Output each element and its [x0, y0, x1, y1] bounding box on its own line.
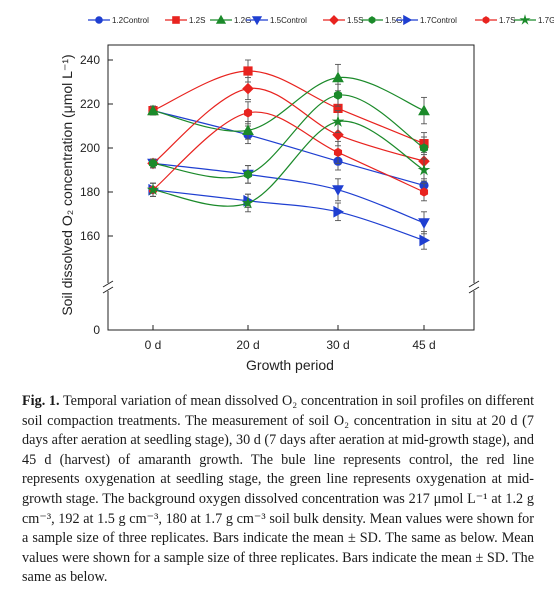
- y-tick-label: 200: [80, 141, 100, 155]
- legend-item-1.2S: 1.2S: [165, 16, 205, 25]
- marker: [418, 218, 430, 229]
- marker: [403, 14, 413, 26]
- y-axis-break-left: [102, 280, 114, 294]
- chart: 1.2Control 1.2S 1.2G 1.5Control 1.5S 1.5G 1.7C…: [59, 14, 554, 373]
- marker: [419, 187, 429, 197]
- x-tick-label: 0 d: [145, 338, 162, 352]
- caption-text: Temporal variation of mean dissolved O₂ …: [22, 393, 535, 586]
- marker: [419, 234, 431, 247]
- axis-break-gap: [468, 283, 480, 291]
- y-tick-label: 180: [80, 185, 100, 199]
- caption-label: Fig. 1.: [22, 393, 60, 409]
- series-1.5G: [148, 83, 429, 184]
- legend-item-1.7S: 1.7S: [475, 16, 515, 25]
- marker: [333, 205, 345, 218]
- series-1.7Control: [148, 182, 431, 250]
- legend-label: 1.2G: [234, 16, 251, 25]
- series-line: [152, 189, 425, 241]
- figure-caption: Fig. 1. Temporal variation of mean disso…: [22, 392, 534, 588]
- series-line: [152, 76, 425, 132]
- marker: [519, 14, 531, 25]
- plot-frame: [107, 44, 475, 331]
- series-line: [152, 162, 425, 224]
- legend-item-1.7Control: 1.7Control: [396, 14, 457, 26]
- series-1.5Control: [147, 158, 430, 235]
- marker: [482, 16, 490, 24]
- chart-axes: 0 160 180 200 220 240 0 d 20 d 30 d 45 d: [80, 44, 480, 352]
- legend-label: 1.7G: [538, 16, 554, 25]
- marker: [332, 71, 344, 83]
- series-line: [152, 94, 425, 179]
- chart-legend: 1.2Control 1.2S 1.2G 1.5Control 1.5S 1.5G 1.7C…: [88, 14, 554, 26]
- marker: [242, 124, 254, 136]
- series-line: [152, 120, 425, 207]
- axis-break-mark: [468, 286, 480, 294]
- legend-label: 1.2Control: [112, 16, 149, 25]
- series-1.7G: [146, 110, 431, 213]
- axis-break-gap: [102, 283, 114, 291]
- y-tick-label: 160: [80, 229, 100, 243]
- legend-label: 1.7S: [499, 16, 515, 25]
- axis-break-mark: [102, 286, 114, 294]
- plot-area: [146, 59, 431, 250]
- legend-item-1.5Control: 1.5Control: [246, 16, 307, 26]
- legend-label: 1.5S: [347, 16, 363, 25]
- legend-label: 1.5G: [385, 16, 402, 25]
- marker: [242, 82, 254, 95]
- marker: [329, 15, 339, 25]
- marker: [215, 14, 227, 24]
- marker: [333, 90, 343, 100]
- marker: [147, 104, 159, 116]
- x-tick-label: 45 d: [412, 338, 435, 352]
- marker: [146, 183, 160, 196]
- legend-item-1.2G: 1.2G: [210, 14, 251, 25]
- series-1.2Control: [148, 105, 429, 193]
- marker: [172, 16, 180, 24]
- marker: [243, 66, 253, 76]
- legend-label: 1.7Control: [420, 16, 457, 25]
- legend-label: 1.2S: [189, 16, 205, 25]
- legend-item-1.7G: 1.7G: [514, 14, 554, 25]
- marker: [251, 16, 263, 26]
- axis-break-mark: [102, 280, 114, 288]
- marker: [368, 16, 376, 24]
- marker: [417, 163, 431, 176]
- x-tick-label: 30 d: [326, 338, 349, 352]
- marker: [419, 143, 429, 153]
- axis-break-mark: [468, 280, 480, 288]
- marker: [243, 108, 253, 118]
- x-tick-label: 20 d: [236, 338, 259, 352]
- marker: [243, 169, 253, 180]
- marker: [332, 185, 344, 196]
- legend-item-1.5G: 1.5G: [361, 16, 402, 25]
- y-tick-label: 0: [93, 323, 100, 337]
- marker: [333, 147, 343, 158]
- marker: [148, 158, 158, 169]
- legend-item-1.5S: 1.5S: [323, 15, 363, 25]
- series-line: [152, 70, 425, 145]
- legend-label: 1.5Control: [270, 16, 307, 25]
- x-axis-title: Growth period: [246, 357, 334, 373]
- y-tick-label: 220: [80, 97, 100, 111]
- series-line: [152, 111, 425, 193]
- y-tick-label: 240: [80, 53, 100, 67]
- marker: [418, 104, 430, 116]
- marker: [331, 115, 345, 127]
- marker: [95, 16, 103, 24]
- marker: [241, 196, 255, 209]
- y-axis-title: Soil dissolved O₂ concentration (μmol L⁻…: [59, 54, 75, 315]
- series-line: [152, 87, 425, 164]
- legend-item-1.2Control: 1.2Control: [88, 16, 149, 25]
- y-axis-break-right: [468, 280, 480, 294]
